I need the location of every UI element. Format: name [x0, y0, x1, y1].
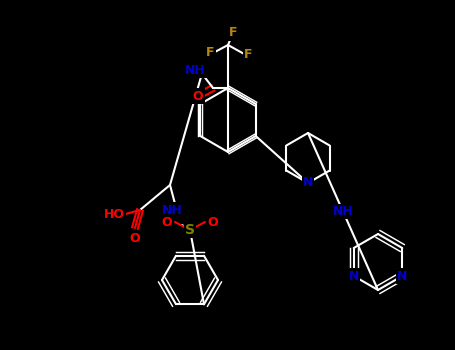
Text: NH: NH: [333, 205, 354, 218]
Text: N: N: [397, 270, 407, 282]
Text: F: F: [206, 47, 214, 60]
Text: HO: HO: [103, 209, 125, 222]
Text: F: F: [244, 49, 252, 62]
Text: N: N: [303, 176, 313, 189]
Text: S: S: [185, 223, 195, 237]
Text: N: N: [349, 270, 359, 282]
Text: O: O: [207, 216, 218, 229]
Text: F: F: [229, 27, 237, 40]
Text: O: O: [162, 216, 172, 229]
Text: NH: NH: [162, 203, 182, 217]
Text: O: O: [192, 90, 203, 103]
Text: NH: NH: [185, 63, 205, 77]
Text: O: O: [130, 231, 140, 245]
